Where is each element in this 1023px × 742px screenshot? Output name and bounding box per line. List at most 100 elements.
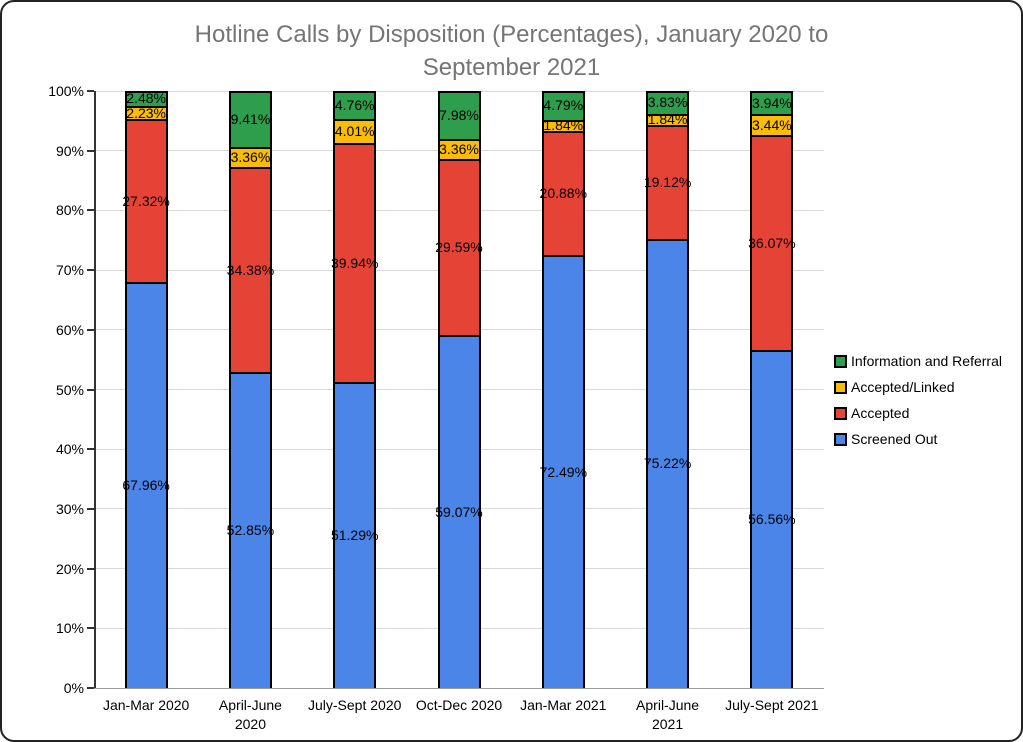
bar-column: 67.96% 27.32% 2.23% 2.48% <box>122 90 170 688</box>
plot-area: 0% 10% 20% 30% 40% 50% 60% 70% 80% 90% 100% 67.96% 2… <box>48 83 824 732</box>
legend-item-accepted-linked: Accepted/Linked <box>834 378 1002 396</box>
bar-segment-label: 29.59% <box>435 239 483 256</box>
bar-segment-label: 27.32% <box>122 192 170 209</box>
y-axis-tick-label: 0% <box>63 680 84 696</box>
bar-segment-screened-out <box>437 335 481 688</box>
y-axis-tick <box>87 328 94 331</box>
bar-segment-accepted <box>541 130 585 256</box>
bar-segment-accepted <box>437 158 481 336</box>
bar-segment-information-and-referral <box>541 91 585 120</box>
legend-label: Information and Referral <box>851 353 1002 369</box>
bar-segment-label: 34.38% <box>226 261 275 278</box>
legend-swatch-information-and-referral <box>834 354 847 368</box>
bar-segment-label: 3.36% <box>230 149 271 166</box>
bar-segment-label: 36.07% <box>748 234 796 251</box>
y-axis-tick-label: 10% <box>55 620 84 637</box>
chart-title: Hotline Calls by Disposition (Percentage… <box>194 21 829 81</box>
y-axis-tick <box>87 90 94 92</box>
bar-segment-accepted-linked <box>541 119 585 131</box>
y-axis-tick <box>87 448 94 451</box>
bar-segment-accepted <box>228 167 272 373</box>
bar-segment-label: 2.23% <box>126 104 166 121</box>
bar-segment-screened-out <box>228 372 272 688</box>
bar-column: 51.29% 39.94% 4.01% 4.76% <box>330 91 379 688</box>
y-axis-line <box>94 91 96 688</box>
y-axis-tick <box>87 627 94 630</box>
bar-segment-accepted <box>124 119 168 283</box>
legend-label: Screened Out <box>851 431 938 447</box>
x-axis-label: April-June 2020 <box>218 697 282 732</box>
bar-column: 59.07% 29.59% 3.36% 7.98% <box>435 91 483 688</box>
bar-segment-screened-out <box>750 350 794 688</box>
bar-segment-label: 3.36% <box>439 140 479 157</box>
x-axis-label: April-June 2021 <box>636 697 700 732</box>
y-axis-tick <box>87 269 94 272</box>
legend-item-information-and-referral: Information and Referral <box>834 352 1002 370</box>
bar-segment-screened-out <box>541 255 585 688</box>
y-axis-tick-label: 20% <box>55 560 84 577</box>
bar-segment-information-and-referral <box>333 91 377 120</box>
y-axis-tick <box>87 388 94 391</box>
bar-segment-label: 7.98% <box>439 106 479 123</box>
bar-segment-accepted-linked <box>124 105 168 120</box>
bar-segment-label: 4.79% <box>543 97 584 114</box>
bar-segment-label: 1.84% <box>647 111 688 128</box>
y-axis-tick <box>87 209 94 212</box>
y-axis-tick-label: 30% <box>55 500 84 517</box>
bar-segment-label: 52.85% <box>226 522 275 539</box>
legend-label: Accepted <box>851 405 910 421</box>
bar-segment-label: 39.94% <box>330 254 379 271</box>
bar-segment-information-and-referral <box>646 90 690 114</box>
y-axis-tick-label: 50% <box>55 381 84 398</box>
y-axis-tick <box>87 567 94 570</box>
legend-swatch-accepted <box>834 406 847 420</box>
bar-segment-label: 4.01% <box>334 123 375 140</box>
y-axis-tick-label: 70% <box>55 262 84 279</box>
bar-column: 52.85% 34.38% 3.36% 9.41% <box>226 91 275 688</box>
bar-segment-label: 9.41% <box>230 111 271 128</box>
bar-segment-accepted-linked <box>750 114 794 135</box>
bar-segment-label: 59.07% <box>435 503 483 520</box>
bar-segment-label: 56.56% <box>748 511 796 528</box>
bar-segment-screened-out <box>646 238 690 688</box>
bar-segment-label: 3.94% <box>751 94 792 111</box>
y-axis-tick-label: 90% <box>55 142 84 159</box>
bar-segment-accepted-linked <box>646 113 690 125</box>
legend-label: Accepted/Linked <box>851 379 955 395</box>
y-axis-tick <box>87 507 94 510</box>
bar-segment-information-and-referral <box>228 91 272 148</box>
x-axis-label: Jan-Mar 2021 <box>520 697 607 713</box>
bar-segment-accepted-linked <box>437 138 481 159</box>
x-axis-label: July-Sept 2021 <box>725 697 819 713</box>
legend-item-screened-out: Screened Out <box>834 430 1002 448</box>
bar-segment-accepted <box>646 124 690 239</box>
bar-segment-label: 1.84% <box>543 117 584 134</box>
x-axis-label: Jan-Mar 2020 <box>102 697 190 713</box>
bar-segment-accepted <box>333 143 377 382</box>
bar-segment-accepted-linked <box>333 119 377 144</box>
bar-segment-label: 67.96% <box>122 477 170 494</box>
bar-segment-label: 4.76% <box>334 97 375 114</box>
bar-segment-label: 75.22% <box>643 455 692 472</box>
bar-segment-label: 20.88% <box>539 184 588 201</box>
bar-segment-label: 3.44% <box>751 116 792 133</box>
x-axis-label: Oct-Dec 2020 <box>415 697 503 713</box>
gridline <box>94 687 824 689</box>
bar-segment-accepted-linked <box>228 147 272 168</box>
y-axis-tick <box>87 149 94 152</box>
y-axis-tick-label: 60% <box>55 321 84 338</box>
legend-swatch-screened-out <box>834 432 847 446</box>
x-axis-label: July-Sept 2020 <box>308 697 402 713</box>
y-axis-tick-label: 40% <box>55 441 84 458</box>
y-axis-tick <box>87 687 94 689</box>
bar-column: 72.49% 20.88% 1.84% 4.79% <box>539 91 588 688</box>
bar-segment-screened-out <box>333 381 377 688</box>
bar-segment-screened-out <box>124 282 168 688</box>
bar-segment-accepted <box>750 134 794 351</box>
y-axis-tick-label: 80% <box>55 202 84 219</box>
legend-item-accepted: Accepted <box>834 404 1002 422</box>
bar-segment-label: 3.83% <box>647 94 688 111</box>
legend: Information and Referral Accepted/Linked A… <box>834 352 1002 456</box>
bar-segment-information-and-referral <box>750 90 794 115</box>
